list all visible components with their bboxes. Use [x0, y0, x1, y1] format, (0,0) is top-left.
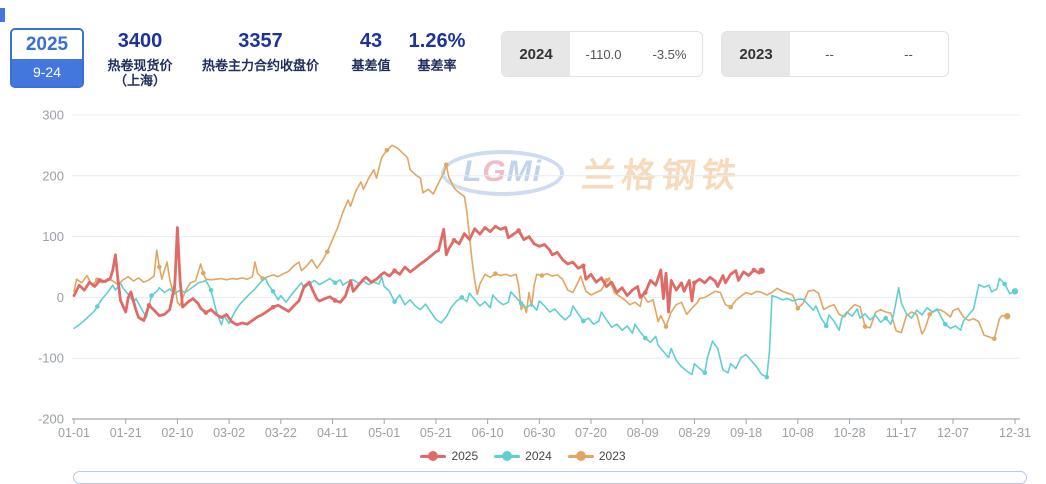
comparison-2023-diff: --	[825, 46, 834, 62]
svg-text:100: 100	[42, 229, 64, 244]
comparison-2024-pct: -3.5%	[652, 46, 687, 62]
futures-close-value: 3357	[238, 30, 283, 52]
futures-close-label: 热卷主力合约收盘价	[201, 58, 319, 73]
svg-text:08-09: 08-09	[627, 426, 659, 440]
svg-text:01-01: 01-01	[58, 426, 90, 440]
selected-year-label: 2025	[12, 30, 82, 59]
legend-item-2023[interactable]: 2023	[567, 449, 626, 463]
comparison-2024-diff: -110.0	[585, 46, 622, 62]
spot-price-value: 3400	[117, 30, 163, 52]
metric-basis-rate: 1.26% 基差率	[398, 30, 476, 73]
svg-text:03-22: 03-22	[265, 426, 297, 440]
svg-text:08-29: 08-29	[678, 426, 710, 440]
selected-date-label: 9-24	[12, 59, 82, 86]
legend-marker-2025	[420, 451, 447, 461]
legend-item-2024[interactable]: 2024	[494, 449, 552, 463]
metric-basis-value: 43 基差值	[336, 30, 406, 73]
svg-text:12-31: 12-31	[999, 426, 1031, 440]
basis-value: 43	[359, 30, 383, 52]
svg-text:02-10: 02-10	[161, 426, 193, 440]
page-accent-mark	[0, 8, 5, 22]
legend-label-2024: 2024	[525, 449, 552, 463]
comparison-2024-year: 2024	[502, 32, 570, 76]
selected-year-box[interactable]: 2025 9-24	[10, 28, 84, 88]
legend-label-2025: 2025	[451, 449, 479, 463]
svg-text:03-02: 03-02	[213, 426, 245, 440]
basis-value-label: 基差值	[351, 58, 391, 73]
comparison-box-2024[interactable]: 2024 -110.0 -3.5%	[501, 31, 703, 77]
svg-text:05-01: 05-01	[368, 426, 400, 440]
legend-marker-2024	[494, 451, 521, 461]
svg-text:06-10: 06-10	[472, 426, 504, 440]
legend-label-2023: 2023	[598, 449, 626, 463]
svg-text:11-17: 11-17	[886, 426, 917, 440]
comparison-2023-pct: --	[904, 46, 913, 62]
data-zoom-slider[interactable]	[73, 471, 1027, 484]
svg-text:-200: -200	[38, 412, 64, 427]
metric-futures-close: 3357 热卷主力合约收盘价	[188, 30, 333, 73]
svg-text:04-11: 04-11	[317, 426, 348, 440]
legend-item-2025[interactable]: 2025	[420, 449, 478, 463]
svg-text:05-21: 05-21	[420, 426, 452, 440]
metric-spot-price: 3400 热卷现货价 （上海）	[88, 30, 192, 88]
svg-text:09-18: 09-18	[730, 426, 762, 440]
svg-text:06-30: 06-30	[523, 426, 555, 440]
chart-legend: 2025 2024 2023	[0, 449, 1046, 463]
svg-text:10-28: 10-28	[834, 426, 866, 440]
svg-text:300: 300	[42, 108, 64, 123]
comparison-box-2023[interactable]: 2023 -- --	[721, 31, 949, 77]
svg-text:10-08: 10-08	[782, 426, 814, 440]
svg-text:200: 200	[42, 168, 64, 183]
basis-rate-label: 基差率	[417, 58, 457, 73]
svg-text:07-20: 07-20	[575, 426, 607, 440]
comparison-2023-year: 2023	[722, 32, 790, 76]
svg-text:01-21: 01-21	[110, 426, 142, 440]
basis-rate-value: 1.26%	[408, 30, 466, 52]
svg-text:12-07: 12-07	[937, 426, 969, 440]
spot-price-label: 热卷现货价 （上海）	[107, 58, 173, 88]
svg-text:-100: -100	[38, 351, 64, 366]
legend-marker-2023	[567, 451, 594, 461]
svg-text:0: 0	[57, 290, 64, 305]
